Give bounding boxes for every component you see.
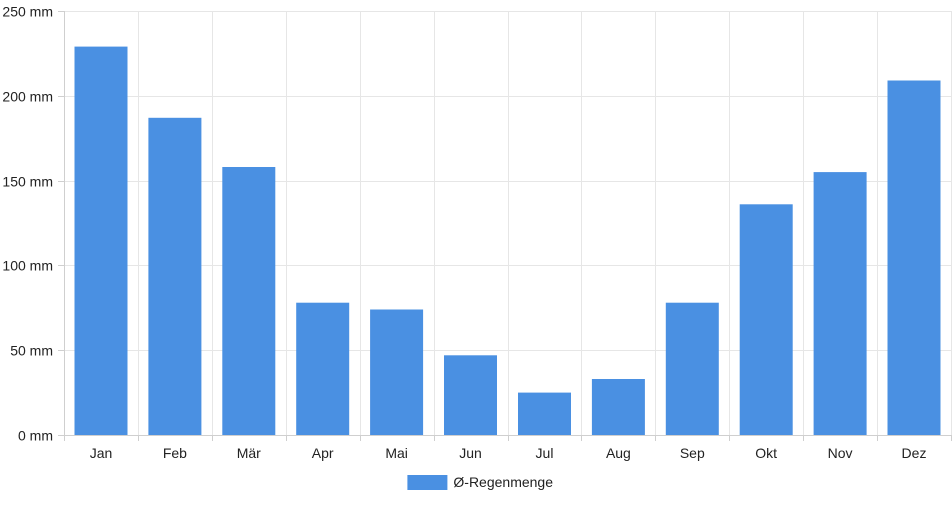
bar-jan[interactable] <box>74 46 128 435</box>
y-tick-label: 200 mm <box>2 89 53 105</box>
legend-swatch[interactable] <box>407 475 448 490</box>
x-tick-label: Nov <box>828 445 853 461</box>
x-tick-label: Dez <box>902 445 927 461</box>
labels-layer: 0 mm 50 mm 100 mm 150 mm 200 mm 250 mm Jan Feb M… <box>2 4 926 462</box>
bar-aug[interactable] <box>591 379 645 435</box>
bars-layer <box>74 46 941 436</box>
bar-mär[interactable] <box>222 167 276 435</box>
grid-layer <box>64 11 952 435</box>
bar-dez[interactable] <box>887 80 941 436</box>
legend[interactable]: Ø-Regenmenge <box>407 474 553 490</box>
y-tick-label: 150 mm <box>2 174 53 190</box>
x-tick-label: Feb <box>163 445 187 461</box>
bar-jun[interactable] <box>444 355 497 435</box>
legend-label[interactable]: Ø-Regenmenge <box>453 474 553 490</box>
x-tick-label: Sep <box>680 445 705 461</box>
x-tick-label: Jan <box>90 445 113 461</box>
y-tick-label: 50 mm <box>10 343 53 359</box>
x-tick-label: Mai <box>385 445 408 461</box>
y-tick-label: 0 mm <box>18 428 53 444</box>
bar-jul[interactable] <box>518 392 571 435</box>
x-tick-label: Jun <box>459 445 482 461</box>
bar-okt[interactable] <box>739 204 793 435</box>
x-tick-label: Aug <box>606 445 631 461</box>
y-tick-label: 250 mm <box>2 4 53 20</box>
x-tick-label: Mär <box>237 445 261 461</box>
x-tick-label: Apr <box>312 445 334 461</box>
bar-mai[interactable] <box>370 309 424 436</box>
x-tick-label: Okt <box>755 445 777 461</box>
bar-sep[interactable] <box>665 302 719 435</box>
bar-nov[interactable] <box>813 172 867 435</box>
bar-apr[interactable] <box>296 302 350 435</box>
x-tick-label: Jul <box>536 445 554 461</box>
y-tick-label: 100 mm <box>2 258 53 274</box>
bar-feb[interactable] <box>148 117 202 436</box>
